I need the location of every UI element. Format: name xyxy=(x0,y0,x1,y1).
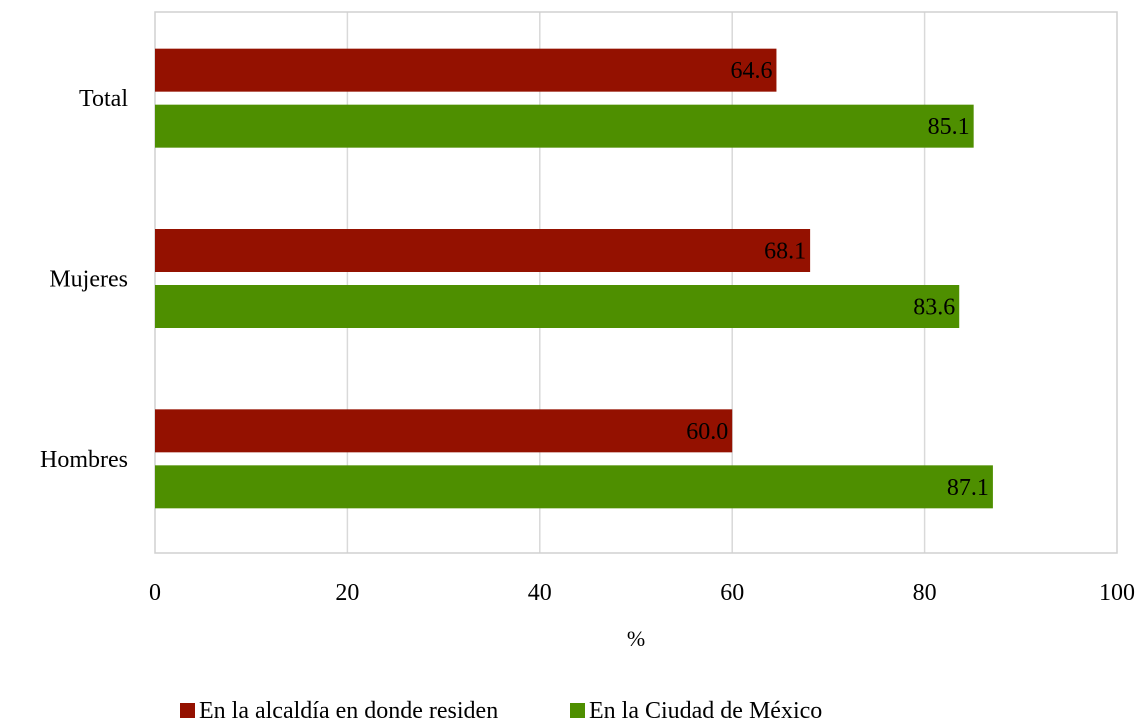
category-label: Mujeres xyxy=(49,267,128,293)
bars xyxy=(155,48,993,509)
gridlines xyxy=(346,12,926,553)
category-label: Total xyxy=(79,86,128,112)
data-labels: 64.6 85.1 68.1 83.6 60.0 87.1 xyxy=(686,58,989,501)
plot-area-frame xyxy=(154,11,1118,554)
bar xyxy=(155,285,960,328)
category-labels: Total Mujeres Hombres xyxy=(40,86,128,473)
legend-label: En la Ciudad de México xyxy=(589,698,822,724)
data-label: 68.1 xyxy=(764,239,806,265)
bar xyxy=(155,48,777,92)
data-label: 85.1 xyxy=(928,114,970,140)
x-tick-label: 80 xyxy=(913,580,937,606)
legend-label: En la alcaldía en donde residen xyxy=(199,698,498,724)
legend-swatch xyxy=(180,703,195,718)
data-label: 87.1 xyxy=(947,475,989,501)
bar xyxy=(155,409,733,453)
x-tick-label: 40 xyxy=(528,580,552,606)
data-label: 60.0 xyxy=(686,419,728,445)
bar xyxy=(155,229,811,272)
x-tick-labels: 0 20 40 60 80 100 xyxy=(149,580,1135,606)
x-tick-label: 0 xyxy=(149,580,161,606)
x-tick-label: 100 xyxy=(1099,580,1135,606)
x-tick-label: 60 xyxy=(720,580,744,606)
legend-swatch xyxy=(570,703,585,718)
bar xyxy=(155,104,974,148)
bar xyxy=(155,465,993,509)
data-label: 64.6 xyxy=(730,58,772,84)
data-label: 83.6 xyxy=(913,295,955,321)
x-axis-title: % xyxy=(627,626,645,651)
category-label: Hombres xyxy=(40,447,128,473)
x-tick-label: 20 xyxy=(335,580,359,606)
legend: En la alcaldía en donde residen En la Ciu… xyxy=(180,698,822,724)
